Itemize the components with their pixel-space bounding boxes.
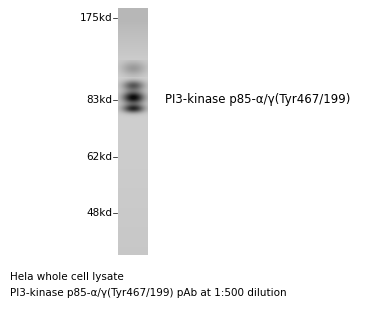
Text: 48kd: 48kd	[86, 208, 112, 218]
Text: PI3-kinase p85-α/γ(Tyr467/199): PI3-kinase p85-α/γ(Tyr467/199)	[165, 93, 350, 107]
Text: 83kd: 83kd	[86, 95, 112, 105]
Text: 175kd: 175kd	[79, 13, 112, 23]
Text: Hela whole cell lysate: Hela whole cell lysate	[10, 272, 124, 282]
Text: 62kd: 62kd	[86, 152, 112, 162]
Text: PI3-kinase p85-α/γ(Tyr467/199) pAb at 1:500 dilution: PI3-kinase p85-α/γ(Tyr467/199) pAb at 1:…	[10, 288, 286, 298]
